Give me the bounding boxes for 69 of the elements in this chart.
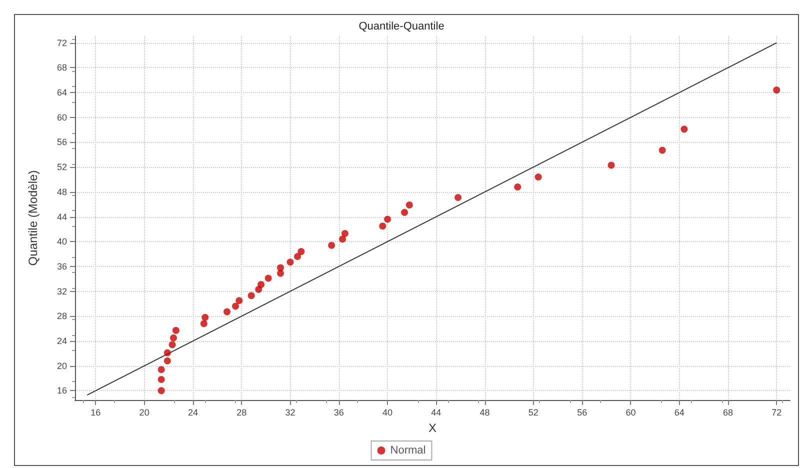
x-tick-label: 20 (139, 408, 150, 418)
y-tick-label: 52 (56, 162, 67, 172)
point (248, 292, 255, 300)
point (158, 366, 165, 374)
point (224, 308, 230, 316)
x-tick-label: 52 (528, 408, 538, 418)
point (341, 230, 348, 238)
x-tick-label: 32 (285, 408, 296, 418)
x-axis-title: X (428, 420, 437, 435)
x-tick-label: 44 (431, 408, 442, 418)
point (277, 264, 284, 272)
point (277, 270, 284, 277)
x-tick-label: 16 (90, 408, 101, 418)
point (158, 376, 165, 383)
y-tick-label: 28 (56, 311, 67, 322)
x-tick-label: 24 (188, 408, 198, 418)
point (232, 302, 240, 310)
y-tick-label: 36 (56, 261, 67, 272)
point (608, 162, 615, 169)
point (286, 258, 294, 266)
point (773, 86, 780, 94)
y-tick-label: 68 (56, 62, 67, 73)
point (236, 297, 243, 304)
y-tick-label: 16 (56, 386, 67, 396)
point (264, 274, 272, 282)
point (164, 357, 171, 364)
legend-label: Normal (390, 444, 426, 456)
x-tick-label: 72 (772, 408, 782, 418)
y-axis-title: Quantile (Modèle) (26, 170, 40, 266)
y-tick-label: 44 (56, 212, 67, 222)
point (202, 314, 209, 321)
point (534, 174, 542, 180)
point (680, 126, 688, 133)
point (384, 216, 392, 223)
point (294, 253, 302, 260)
y-tick-label: 20 (56, 360, 67, 371)
y-tick-label: 56 (56, 137, 67, 148)
y-tick-label: 40 (56, 236, 67, 247)
point (658, 146, 666, 154)
point (406, 201, 413, 208)
point (200, 320, 208, 328)
point (168, 341, 176, 348)
point (258, 280, 265, 288)
point (328, 242, 336, 249)
point (158, 387, 165, 394)
x-tick-label: 48 (480, 408, 490, 418)
x-tick-label: 28 (236, 408, 247, 418)
chart-title: Quantile-Quantile (358, 20, 444, 32)
y-tick-label: 32 (56, 286, 67, 296)
point (172, 326, 180, 334)
point (170, 334, 177, 342)
y-tick-label: 48 (56, 186, 67, 197)
point (339, 236, 346, 243)
y-tick-label: 64 (56, 88, 67, 98)
point (454, 194, 462, 201)
x-tick-label: 36 (334, 408, 344, 418)
x-tick-label: 56 (577, 408, 588, 418)
x-tick-label: 68 (722, 408, 733, 418)
x-tick-label: 40 (382, 408, 393, 418)
point (298, 248, 305, 256)
x-tick-label: 60 (626, 408, 636, 418)
y-tick-label: 60 (56, 112, 67, 122)
point (401, 208, 408, 216)
x-tick-label: 64 (674, 408, 684, 418)
y-tick-label: 24 (56, 336, 67, 346)
point (379, 222, 386, 230)
point (514, 183, 522, 190)
y-tick-label: 72 (56, 38, 67, 48)
point (164, 349, 171, 356)
